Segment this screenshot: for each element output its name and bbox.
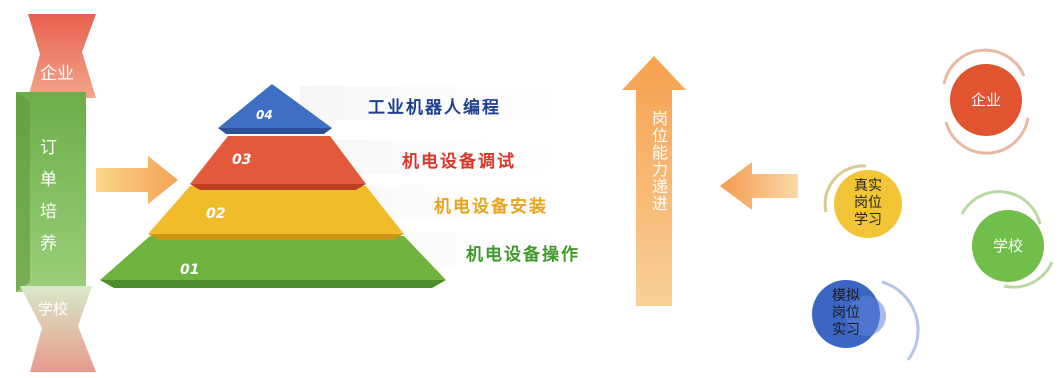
tier-4-number: 04 (256, 108, 273, 122)
banner-middle-char-3: 培 (40, 202, 57, 222)
school-circle-group (960, 190, 1054, 289)
enterprise-circle (950, 64, 1022, 136)
enterprise-label: 企业 (970, 91, 1001, 109)
enterprise-circle-group (942, 48, 1030, 155)
left-arrow (96, 156, 178, 204)
ability-progression-label: 岗位能力递进 (649, 110, 668, 212)
tier-1-number: 01 (180, 262, 200, 278)
right-arrow (720, 162, 798, 210)
tier-2-label: 机电设备安装 (434, 197, 548, 217)
real-job-circle (834, 170, 902, 238)
banner-middle-char-2: 单 (40, 170, 57, 190)
band-4 (300, 86, 620, 120)
sim-job-label: 模拟 岗位 实习 (832, 288, 860, 338)
tier-2-number: 02 (206, 206, 226, 222)
banner-bottom-flag (20, 286, 96, 372)
real-job-label: 真实 岗位 学习 (854, 178, 882, 228)
tier-1-label: 机电设备操作 (466, 245, 580, 265)
school-circle (972, 210, 1044, 282)
tier-3-number: 03 (232, 152, 252, 168)
school-label: 学校 (992, 237, 1023, 255)
tier-3-label: 机电设备调试 (402, 152, 516, 172)
tier-4-label: 工业机器人编程 (368, 98, 501, 118)
banner-middle-char-1: 订 (40, 138, 57, 158)
banner-top-text: 企业 (40, 64, 74, 84)
sim-job-circle-group (812, 280, 920, 361)
pyramid (100, 84, 446, 288)
banner-bottom-text: 学校 (38, 300, 69, 318)
banner-middle-char-4: 养 (40, 234, 57, 254)
up-arrow (622, 56, 686, 306)
real-job-circle-group (823, 164, 902, 238)
banner-top-flag (28, 14, 96, 98)
